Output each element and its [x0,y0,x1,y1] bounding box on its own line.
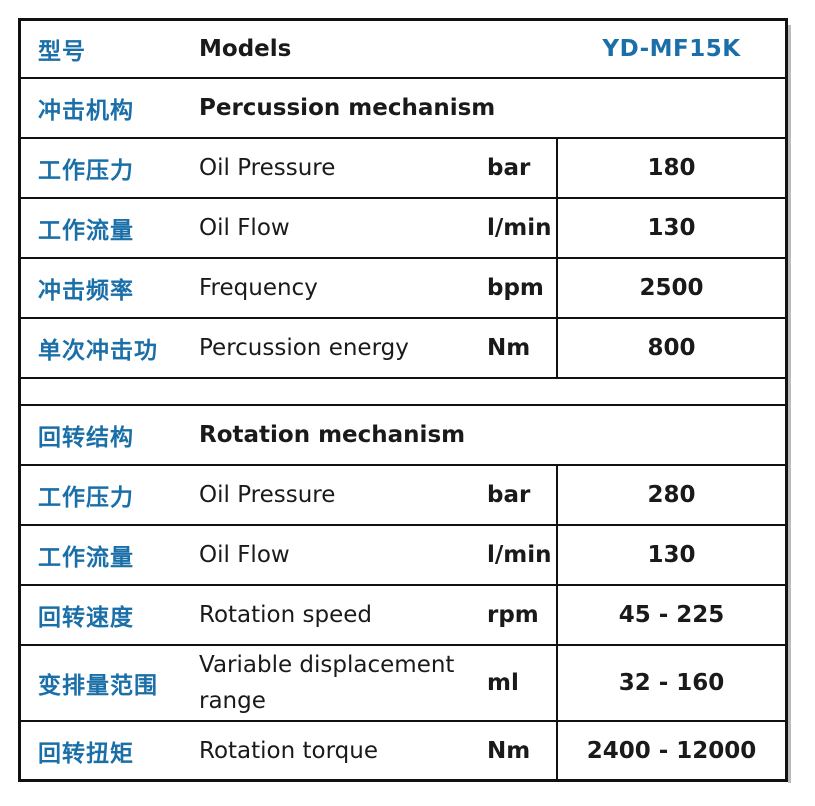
param-en: Rotation speed [199,602,372,628]
param-value: 45 - 225 [618,602,725,628]
percussion-heading-en: Percussion mechanism [199,95,496,121]
table-row: 冲击频率 Frequency bpm 2500 [21,259,785,319]
table-row: 回转扭矩 Rotation torque Nm 2400 - 12000 [21,722,785,779]
param-cn: 工作压力 [38,158,134,184]
param-cn: 工作流量 [38,545,134,571]
percussion-heading-cn: 冲击机构 [38,98,134,124]
column-divider [556,139,558,197]
model-label-en: Models [199,36,292,62]
param-en: Percussion energy [199,335,409,361]
param-unit: Nm [487,737,531,764]
param-en: Oil Pressure [199,482,336,508]
param-unit: l/min [487,215,552,241]
rotation-heading-cn: 回转结构 [38,425,134,451]
param-cn: 工作流量 [38,218,134,244]
table-row: 工作压力 Oil Pressure bar 180 [21,139,785,199]
param-unit: Nm [487,335,531,361]
table-row: 工作流量 Oil Flow l/min 130 [21,526,785,586]
column-divider [556,466,558,524]
percussion-section-heading: 冲击机构 Percussion mechanism [21,79,785,139]
spec-table: 型号 Models YD-MF15K 冲击机构 Percussion mecha… [18,18,791,783]
column-divider [556,259,558,317]
param-value: 280 [647,482,696,508]
column-divider [556,319,558,377]
param-en-line1: Variable displacement [199,652,455,678]
param-unit: bar [487,482,531,508]
column-divider [556,646,558,720]
rotation-section-heading: 回转结构 Rotation mechanism [21,406,785,466]
model-header-row: 型号 Models YD-MF15K [21,21,785,79]
column-divider [556,586,558,644]
section-spacer [21,379,785,406]
param-en: Oil Pressure [199,155,336,181]
param-en: Oil Flow [199,542,290,568]
param-en: Rotation torque [199,737,378,764]
param-unit: ml [487,670,519,696]
param-cn: 单次冲击功 [38,338,158,364]
param-value: 2400 - 12000 [586,737,757,764]
table-row: 变排量范围 Variable displacement range ml 32 … [21,646,785,722]
param-unit: rpm [487,602,539,628]
param-en: Variable displacement range [199,647,454,719]
column-divider [556,722,558,779]
param-unit: bar [487,155,531,181]
param-value: 180 [647,155,696,181]
param-cn: 回转速度 [38,605,134,631]
param-value: 32 - 160 [618,670,725,696]
param-unit: l/min [487,542,552,568]
param-cn: 变排量范围 [38,673,158,699]
table-row: 回转速度 Rotation speed rpm 45 - 225 [21,586,785,646]
param-unit: bpm [487,275,544,301]
model-name: YD-MF15K [602,36,741,62]
param-value: 130 [647,215,696,241]
param-value: 130 [647,542,696,568]
column-divider [556,526,558,584]
param-cn: 回转扭矩 [38,740,134,767]
param-en: Frequency [199,275,318,301]
param-value: 800 [647,335,696,361]
table-row: 工作压力 Oil Pressure bar 280 [21,466,785,526]
rotation-heading-en: Rotation mechanism [199,422,466,448]
table-row: 单次冲击功 Percussion energy Nm 800 [21,319,785,379]
column-divider [556,199,558,257]
param-en: Oil Flow [199,215,290,241]
param-cn: 工作压力 [38,485,134,511]
model-label-cn: 型号 [38,39,86,65]
param-en-line2: range [199,688,266,714]
param-cn: 冲击频率 [38,278,134,304]
table-row: 工作流量 Oil Flow l/min 130 [21,199,785,259]
param-value: 2500 [639,275,704,301]
